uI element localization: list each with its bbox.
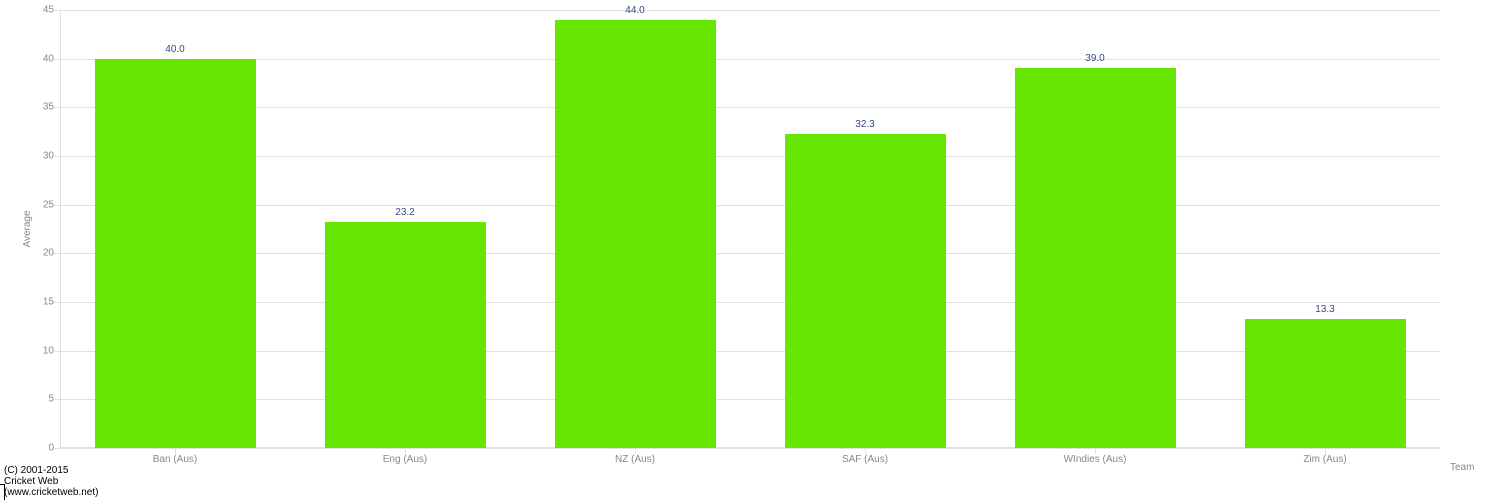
y-tick-mark (54, 448, 60, 449)
bar: 13.3 (1245, 319, 1406, 448)
gridline (60, 448, 1440, 449)
bar-value-label: 13.3 (1245, 304, 1406, 315)
bar: 40.0 (95, 59, 256, 448)
x-tick-mark (175, 448, 176, 454)
copyright-border: (C) 2001-2015 Cricket Web (www.cricketwe… (0, 484, 5, 500)
y-axis-line (60, 10, 61, 448)
gridline (60, 399, 1440, 400)
bar-value-label: 23.2 (325, 207, 486, 218)
gridline (60, 156, 1440, 157)
bar: 39.0 (1015, 68, 1176, 448)
plot-area: 05101520253035404540.0Ban (Aus)23.2Eng (… (60, 10, 1440, 448)
x-axis-line (60, 447, 1440, 448)
x-tick-mark (865, 448, 866, 454)
gridline (60, 10, 1440, 11)
y-axis-title: Average (22, 210, 33, 247)
bar-value-label: 44.0 (555, 5, 716, 16)
gridline (60, 107, 1440, 108)
copyright-text: (C) 2001-2015 Cricket Web (www.cricketwe… (4, 465, 98, 498)
bar: 44.0 (555, 20, 716, 448)
x-tick-mark (635, 448, 636, 454)
bar-value-label: 39.0 (1015, 53, 1176, 64)
x-tick-mark (405, 448, 406, 454)
bar: 32.3 (785, 134, 946, 448)
x-tick-mark (1095, 448, 1096, 454)
gridline (60, 205, 1440, 206)
gridline (60, 351, 1440, 352)
x-axis-title: Team (1450, 462, 1474, 473)
gridline (60, 253, 1440, 254)
bar-value-label: 32.3 (785, 119, 946, 130)
bar-value-label: 40.0 (95, 44, 256, 55)
average-by-team-chart: 05101520253035404540.0Ban (Aus)23.2Eng (… (0, 0, 1500, 500)
gridline (60, 302, 1440, 303)
bar: 23.2 (325, 222, 486, 448)
gridline (60, 59, 1440, 60)
x-tick-mark (1325, 448, 1326, 454)
